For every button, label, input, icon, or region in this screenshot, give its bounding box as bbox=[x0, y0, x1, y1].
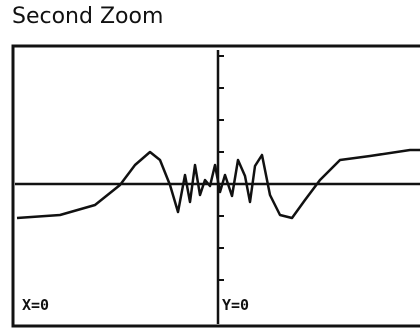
x-coordinate: X=0 bbox=[22, 296, 49, 314]
y-coordinate: Y=0 bbox=[222, 296, 249, 314]
screen-frame bbox=[13, 46, 420, 326]
calculator-screen: X=0 Y=0 bbox=[0, 0, 420, 328]
page: Second Zoom X=0 Y=0 (() => { const data … bbox=[0, 0, 420, 328]
